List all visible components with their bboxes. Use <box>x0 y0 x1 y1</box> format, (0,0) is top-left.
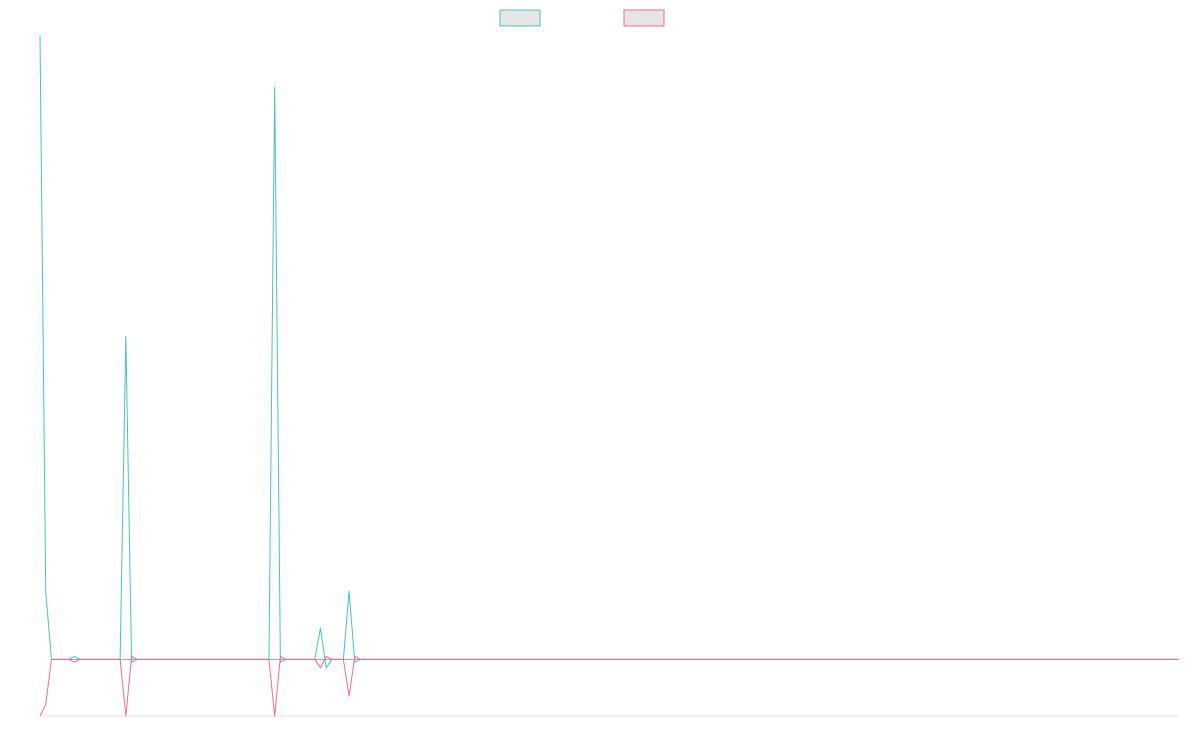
series-layer <box>39 35 1179 717</box>
plot-area <box>39 35 1179 717</box>
series-line-1 <box>39 35 1179 669</box>
legend-item-series-2[interactable] <box>623 9 665 27</box>
legend[interactable] <box>499 9 665 27</box>
series-line-2 <box>39 656 1179 717</box>
legend-item-series-1[interactable] <box>499 9 541 27</box>
